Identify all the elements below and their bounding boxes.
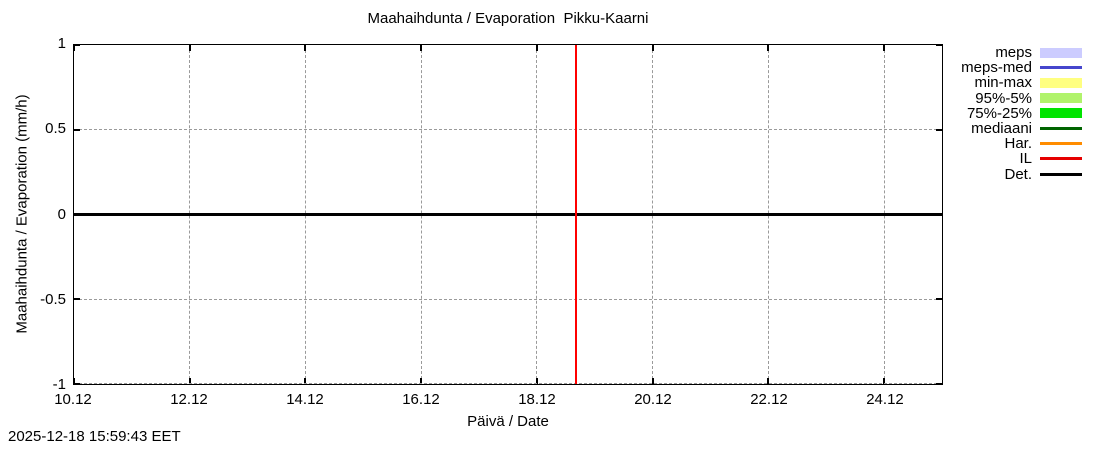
y-tick-label: -0.5: [40, 290, 66, 308]
legend-row: mediaani: [940, 121, 1082, 136]
legend-row: 75%-25%: [940, 106, 1082, 121]
y-tick-mark: [936, 128, 942, 131]
x-tick-mark: [304, 378, 307, 384]
legend-swatch-955: [1040, 93, 1082, 104]
y-tick-mark: [936, 44, 942, 46]
legend-swatch-meps: [1040, 47, 1082, 58]
x-tick-mark: [767, 45, 770, 51]
x-tick-label: 14.12: [286, 391, 324, 408]
timestamp: 2025-12-18 15:59:43 EET: [8, 428, 181, 445]
y-tick-mark: [74, 383, 80, 385]
legend-label-mepsmed: meps-med: [961, 59, 1032, 77]
legend-label-har: Har.: [1004, 135, 1032, 153]
plot-area: [73, 44, 943, 385]
legend-row: Det.: [940, 167, 1082, 182]
y-tick-mark: [936, 298, 942, 301]
legend-label-955: 95%-5%: [975, 89, 1032, 107]
gridline-horizontal: [74, 298, 942, 300]
gridline-horizontal: [74, 382, 942, 384]
y-tick-label: 0: [57, 205, 66, 223]
legend-swatch-7525: [1040, 108, 1082, 119]
x-tick-mark: [73, 378, 75, 384]
legend-label-il: IL: [1019, 150, 1032, 168]
legend-swatch-har: [1040, 142, 1082, 146]
y-tick-mark: [74, 298, 80, 301]
x-tick-mark: [188, 378, 191, 384]
y-tick-label: 0.5: [45, 120, 66, 138]
x-tick-mark: [883, 45, 886, 51]
legend-row: meps-med: [940, 60, 1082, 75]
x-tick-mark: [651, 45, 654, 51]
legend-label-mediaani: mediaani: [971, 120, 1032, 138]
legend-swatch-mediaani: [1040, 127, 1082, 131]
x-tick-mark: [767, 378, 770, 384]
legend-swatch-il: [1040, 157, 1082, 161]
x-tick-mark: [73, 45, 75, 51]
legend-label-7525: 75%-25%: [966, 104, 1032, 122]
legend-row: 95%-5%: [940, 91, 1082, 106]
x-tick-mark: [651, 378, 654, 384]
x-tick-mark: [304, 45, 307, 51]
legend-label-minmax: min-max: [974, 74, 1032, 92]
legend-row: min-max: [940, 75, 1082, 90]
x-tick-mark: [420, 45, 423, 51]
x-tick-label: 16.12: [402, 391, 440, 408]
x-tick-label: 24.12: [866, 391, 904, 408]
x-tick-label: 18.12: [518, 391, 556, 408]
x-tick-mark: [883, 378, 886, 384]
legend-swatch-mepsmed: [1040, 66, 1082, 70]
x-tick-mark: [535, 378, 538, 384]
legend-swatch-det: [1040, 172, 1082, 176]
legend-row: Har.: [940, 136, 1082, 151]
gridline-horizontal: [74, 129, 942, 131]
legend-row: meps: [940, 45, 1082, 60]
x-tick-mark: [188, 45, 191, 51]
x-tick-label: 12.12: [170, 391, 208, 408]
y-tick-label: -1: [52, 376, 66, 393]
y-tick-label: 1: [57, 35, 66, 52]
x-tick-mark: [420, 378, 423, 384]
y-tick-mark: [74, 44, 80, 46]
chart-title: Maahaihdunta / Evaporation Pikku-Kaarni: [367, 10, 649, 27]
y-tick-mark: [936, 383, 942, 385]
x-tick-label: 10.12: [54, 391, 92, 408]
legend-label-meps: meps: [995, 44, 1032, 62]
x-axis-label: Päivä / Date: [467, 413, 549, 430]
x-tick-label: 20.12: [634, 391, 672, 408]
x-tick-mark: [535, 45, 538, 51]
legend-label-det: Det.: [1004, 165, 1032, 183]
x-tick-label: 22.12: [750, 391, 788, 408]
series-det: [74, 213, 942, 216]
legend: meps meps-med min-max 95%-5% 75%-25% mediaani…: [940, 45, 1082, 182]
legend-row: IL: [940, 151, 1082, 166]
y-tick-mark: [74, 128, 80, 131]
legend-swatch-minmax: [1040, 77, 1082, 88]
forecast-time-line: [574, 45, 577, 384]
